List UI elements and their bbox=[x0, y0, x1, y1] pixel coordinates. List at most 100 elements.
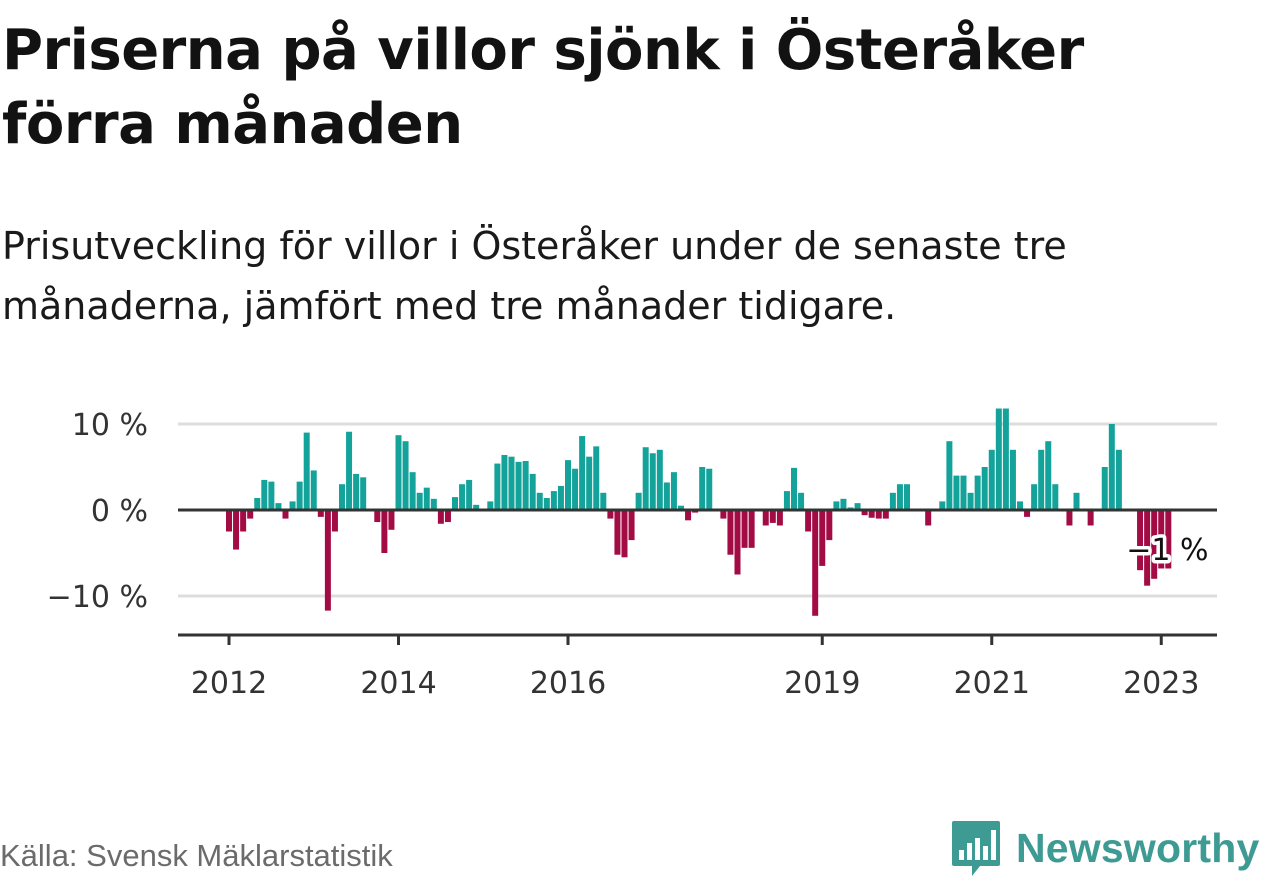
bar bbox=[904, 484, 910, 510]
bar bbox=[226, 510, 232, 532]
bar bbox=[734, 510, 741, 575]
latest-value-annotation: −1 % bbox=[1123, 530, 1212, 572]
bar bbox=[981, 467, 988, 510]
annotation-label: −1 % bbox=[1126, 533, 1208, 568]
bar bbox=[896, 484, 903, 510]
bar bbox=[953, 475, 960, 510]
bar bbox=[1052, 484, 1059, 510]
bar bbox=[374, 510, 381, 523]
bar bbox=[826, 510, 833, 541]
bar bbox=[628, 510, 635, 541]
bar bbox=[543, 497, 550, 510]
bar bbox=[233, 510, 240, 550]
bar bbox=[324, 510, 331, 611]
bar bbox=[423, 487, 430, 510]
bar bbox=[261, 479, 268, 510]
bar bbox=[706, 468, 713, 510]
bar bbox=[861, 510, 868, 516]
bar bbox=[395, 435, 402, 510]
x-tick-label: 2014 bbox=[360, 666, 436, 701]
bar bbox=[678, 505, 684, 510]
bar bbox=[1024, 510, 1031, 517]
bar bbox=[833, 501, 840, 510]
bar bbox=[240, 510, 247, 532]
bar bbox=[1087, 510, 1094, 526]
bar bbox=[303, 432, 310, 510]
bar bbox=[1066, 510, 1073, 526]
bar bbox=[353, 473, 360, 510]
bar bbox=[360, 477, 367, 510]
bar bbox=[727, 510, 734, 555]
bar bbox=[473, 504, 480, 510]
bar bbox=[572, 468, 579, 510]
bar bbox=[331, 510, 338, 532]
bar bbox=[459, 484, 466, 510]
bar bbox=[508, 456, 515, 510]
bars bbox=[226, 408, 1172, 616]
bar bbox=[452, 497, 458, 510]
bar bbox=[670, 472, 677, 510]
bar bbox=[310, 470, 317, 510]
bar bbox=[466, 479, 473, 510]
bar bbox=[889, 492, 896, 510]
bar bbox=[346, 431, 353, 510]
bar bbox=[1115, 449, 1122, 510]
bar bbox=[939, 501, 946, 510]
bar bbox=[621, 510, 628, 558]
bar bbox=[1144, 510, 1151, 586]
bar bbox=[1108, 424, 1115, 510]
bar bbox=[593, 446, 600, 510]
bar bbox=[430, 498, 437, 510]
bar bbox=[437, 510, 444, 524]
bar bbox=[741, 510, 748, 548]
bar bbox=[1017, 501, 1023, 510]
bar bbox=[522, 460, 529, 510]
bar bbox=[416, 492, 423, 510]
bar bbox=[819, 510, 826, 566]
bar bbox=[960, 475, 967, 510]
bar bbox=[1158, 510, 1165, 569]
x-tick-label: 2016 bbox=[530, 666, 606, 701]
bar bbox=[536, 492, 543, 510]
bar bbox=[798, 492, 805, 510]
bar bbox=[685, 510, 692, 521]
bar bbox=[995, 408, 1002, 510]
bar bbox=[579, 436, 586, 510]
bar bbox=[783, 491, 790, 510]
bar bbox=[600, 492, 607, 510]
bar bbox=[967, 492, 974, 510]
bar bbox=[614, 510, 621, 555]
x-tick-label: 2021 bbox=[954, 666, 1030, 701]
bar bbox=[247, 510, 254, 519]
bar bbox=[882, 510, 889, 519]
bar bbox=[1031, 484, 1038, 510]
newsworthy-logo: Newsworthy bbox=[950, 818, 1260, 878]
bar bbox=[529, 473, 536, 510]
bar bbox=[444, 510, 451, 523]
bar bbox=[656, 449, 663, 510]
x-tick-label: 2012 bbox=[191, 666, 267, 701]
bar bbox=[388, 510, 395, 530]
bar bbox=[663, 482, 670, 510]
bar bbox=[339, 484, 345, 510]
x-tick-label: 2023 bbox=[1123, 666, 1199, 701]
y-axis-labels: 10 % 0 % −10 % bbox=[47, 408, 148, 615]
bar bbox=[487, 501, 494, 510]
bar bbox=[275, 503, 282, 510]
bar bbox=[381, 510, 388, 553]
bar bbox=[791, 467, 797, 510]
chart-subtitle: Prisutveckling för villor i Österåker un… bbox=[2, 224, 1067, 328]
bar bbox=[776, 510, 783, 526]
bar bbox=[769, 510, 776, 523]
gridlines bbox=[178, 422, 1217, 598]
bar bbox=[1165, 510, 1172, 569]
bar bbox=[974, 475, 981, 510]
bar bbox=[409, 472, 416, 510]
bar bbox=[748, 510, 755, 548]
bar bbox=[289, 501, 296, 510]
chart-title: Priserna på villor sjönk i Österåker för… bbox=[2, 18, 1084, 157]
bar bbox=[1101, 467, 1108, 510]
bar bbox=[925, 510, 932, 526]
logo-wordmark: Newsworthy bbox=[1016, 824, 1260, 871]
bar bbox=[296, 481, 303, 510]
